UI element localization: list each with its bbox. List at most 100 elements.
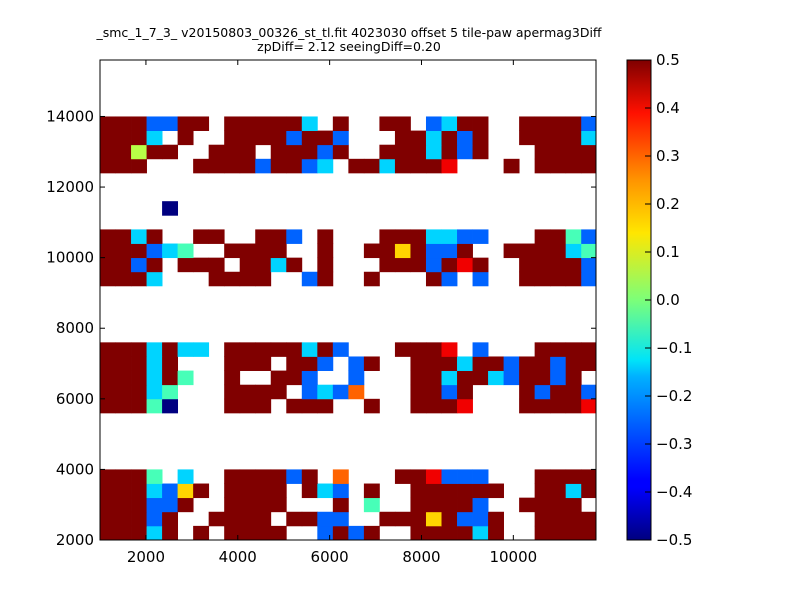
heatmap-cell: [146, 229, 163, 244]
heatmap-cell: [581, 342, 597, 357]
heatmap-cell: [115, 356, 132, 371]
heatmap-cell: [255, 384, 272, 400]
heatmap-cell: [550, 469, 567, 484]
heatmap-cell: [162, 511, 179, 527]
heatmap-cell: [534, 384, 551, 400]
heatmap-cell: [565, 243, 582, 259]
y-axis: 2000 4000 6000 8000 10000 12000 14000: [46, 107, 596, 549]
heatmap-cell: [348, 158, 365, 174]
heatmap-cell: [177, 243, 194, 259]
heatmap-cell: [519, 130, 536, 146]
heatmap-cell: [394, 116, 411, 131]
heatmap-cell: [177, 116, 194, 131]
heatmap-cell: [457, 384, 473, 400]
heatmap-cell: [503, 356, 520, 371]
heatmap-cell: [131, 158, 147, 174]
heatmap-cell: [224, 398, 241, 414]
heatmap-cell: [239, 158, 256, 174]
heatmap-cell: [488, 370, 504, 386]
heatmap-cell: [301, 483, 318, 499]
heatmap-cell: [224, 130, 241, 146]
heatmap-cell: [146, 130, 163, 146]
heatmap-cell: [363, 271, 380, 287]
heatmap-cell: [363, 483, 380, 499]
heatmap-cell: [193, 229, 210, 244]
heatmap-cell: [100, 398, 116, 414]
heatmap-cell: [550, 384, 567, 400]
heatmap-cell: [472, 116, 489, 131]
heatmap-cell: [177, 483, 194, 499]
x-tick-label: 6000: [311, 548, 349, 566]
heatmap-cell: [286, 398, 303, 414]
heatmap-cell: [115, 116, 132, 131]
heatmap-cell: [239, 497, 256, 513]
heatmap-cell: [239, 130, 256, 146]
heatmap-cell: [100, 257, 116, 273]
heatmap-cell: [581, 483, 597, 499]
heatmap-cell: [239, 342, 256, 357]
heatmap-cell: [239, 257, 256, 273]
colorbar-tick-label: −0.5: [656, 531, 692, 549]
heatmap-cell: [239, 356, 256, 371]
y-tick-label: 14000: [46, 107, 94, 125]
heatmap-cell: [425, 469, 442, 484]
heatmap-cell: [441, 243, 458, 259]
heatmap-cell: [441, 497, 458, 513]
heatmap-cell: [239, 271, 256, 287]
heatmap-cell: [286, 144, 303, 160]
heatmap-cell: [255, 130, 272, 146]
heatmap-cell: [457, 469, 473, 484]
heatmap-cell: [286, 116, 303, 131]
heatmap-cell: [317, 229, 334, 244]
heatmap-cell: [131, 229, 147, 244]
heatmap-cell: [131, 398, 147, 414]
colorbar-tick-label: 0.5: [656, 51, 680, 69]
heatmap-cell: [441, 483, 458, 499]
heatmap-cell: [177, 370, 194, 386]
heatmap-cell: [550, 370, 567, 386]
heatmap-cell: [425, 342, 442, 357]
heatmap-cell: [193, 158, 210, 174]
heatmap-cell: [441, 158, 458, 174]
heatmap-cell: [224, 525, 241, 541]
heatmap-cell: [363, 356, 380, 371]
heatmap-cell: [208, 144, 225, 160]
heatmap-cell: [363, 398, 380, 414]
heatmap-cell: [581, 243, 597, 259]
heatmap-cell: [472, 271, 489, 287]
heatmap-cell: [472, 130, 489, 146]
heatmap-cell: [332, 130, 349, 146]
heatmap-cell: [193, 116, 210, 131]
heatmap-cell: [162, 497, 179, 513]
heatmap-cell: [394, 130, 411, 146]
heatmap-cell: [100, 356, 116, 371]
heatmap-cell: [317, 398, 334, 414]
heatmap-cell: [100, 229, 116, 244]
heatmap-cell: [131, 483, 147, 499]
heatmap-cell: [534, 342, 551, 357]
heatmap-cell: [410, 243, 427, 259]
heatmap-cell: [565, 370, 582, 386]
heatmap-cell: [286, 356, 303, 371]
heatmap-cell: [441, 525, 458, 541]
heatmap-cell: [394, 469, 411, 484]
heatmap-cell: [317, 144, 334, 160]
heatmap-cell: [115, 511, 132, 527]
heatmap-cell: [162, 342, 179, 357]
heatmap-cell: [301, 469, 318, 484]
heatmap-cell: [457, 511, 473, 527]
heatmap-cell: [270, 525, 287, 541]
colorbar-tick-label: −0.2: [656, 387, 692, 405]
heatmap-cell: [146, 469, 163, 484]
heatmap-cell: [410, 356, 427, 371]
heatmap-cell: [162, 483, 179, 499]
heatmap-cell: [270, 130, 287, 146]
heatmap-cell: [348, 370, 365, 386]
heatmap-cell: [146, 384, 163, 400]
heatmap-cell: [286, 370, 303, 386]
heatmap-cell: [425, 511, 442, 527]
heatmap-cell: [581, 511, 597, 527]
heatmap-cell: [301, 384, 318, 400]
chart-title-line-1: _smc_1_7_3_ v20150803_00326_st_tl.fit 40…: [95, 25, 601, 40]
heatmap-cell: [286, 158, 303, 174]
